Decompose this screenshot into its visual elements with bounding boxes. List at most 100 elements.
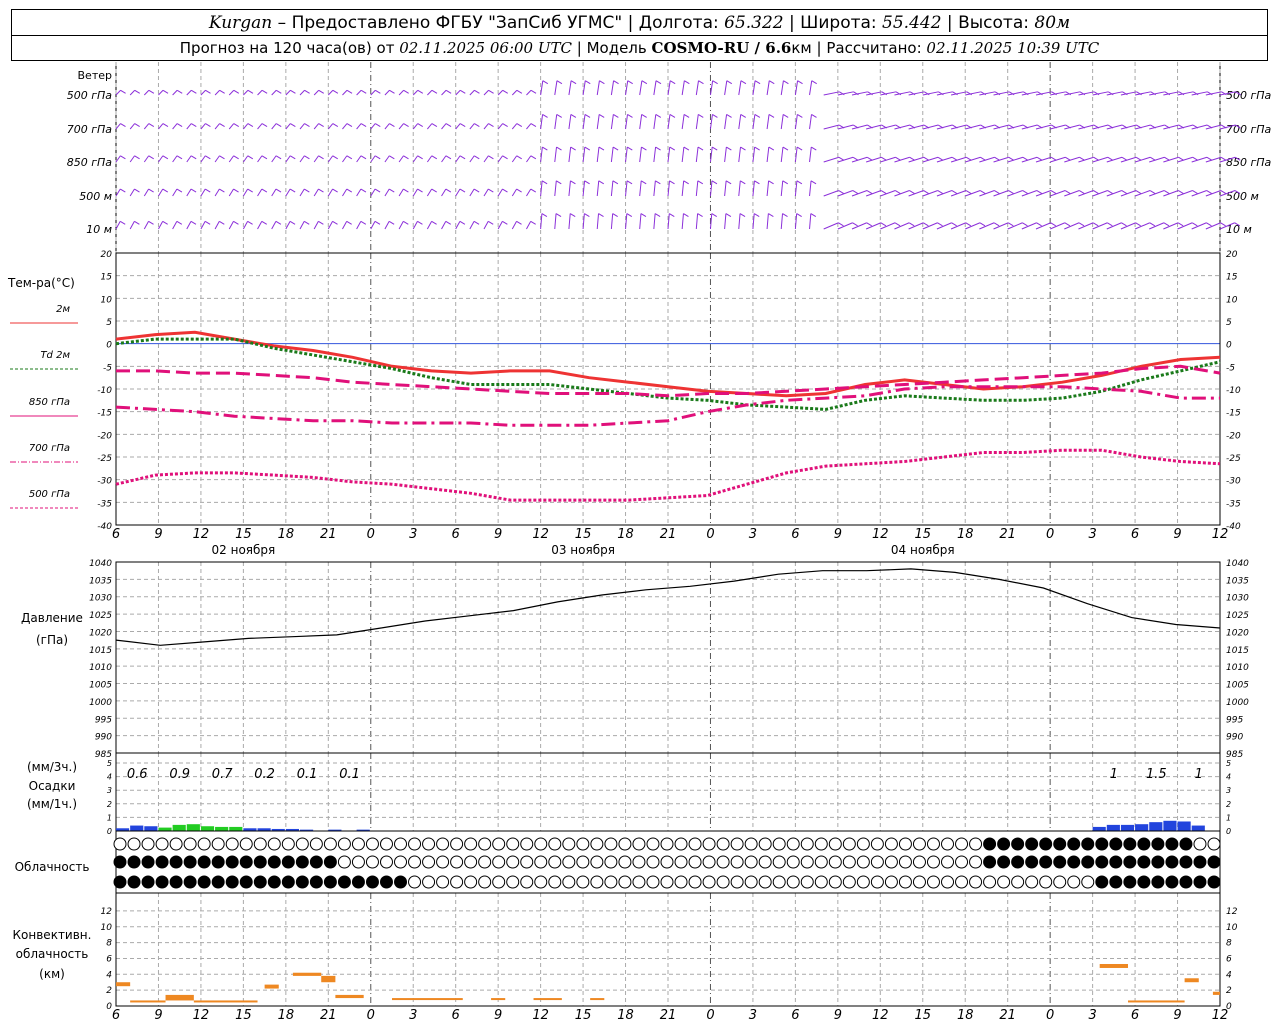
calc-time: 02.11.2025 10:39 UTC [926,39,1100,57]
wind-barb-feather [570,80,577,85]
wind-barb-feather [162,188,169,193]
wind-barb-feather [318,155,324,160]
conv-bar [335,994,364,999]
hour-tick-label: 12 [872,527,889,542]
wind-barb-feather [389,155,395,160]
wind-barb-feather [120,123,126,127]
wind-barb-feather [1008,156,1015,161]
wind-barb-feather [374,188,381,193]
cloud-symbol [309,855,323,869]
wind-barb-feather [1220,190,1227,194]
cloud-symbol [422,855,436,869]
prec-bar [229,826,243,831]
cloud-symbol [1081,855,1095,869]
wind-barb [186,123,192,130]
wind-barb-feather [1135,190,1142,194]
wind-barb-feather [487,220,494,225]
wind-barb-feather [304,188,310,193]
wind-barb [1050,91,1066,96]
wind-barb-feather [669,146,675,151]
cloud-symbol [1095,855,1109,869]
wind-barb [809,180,812,197]
header-sep: | [622,13,639,33]
cloud-symbol [618,855,632,869]
temp-series-1 [115,337,1221,411]
wind-barb [1163,222,1179,230]
wind-barb [554,147,558,163]
wind-barb [1007,156,1024,163]
cloud-symbol [997,855,1011,869]
cloud-symbol [351,837,365,851]
prec-total-label: 0.1 [297,767,318,782]
conv-tick-label-right: 4 [1226,970,1232,980]
wind-barb-feather [1149,222,1156,227]
wind-barb-feather [1135,156,1142,161]
hour-tick-label: 21 [320,527,337,542]
wind-barb [1007,190,1023,197]
cloud-symbol [548,837,562,851]
wind-barb [979,156,995,163]
conv-bar [165,994,194,1001]
wind-barb-feather [176,220,183,225]
wind-barb [568,114,572,130]
wind-barb-feather [782,113,789,118]
wind-barb [1007,222,1023,230]
temp-tick-label-right: -15 [1226,409,1241,419]
cloud-symbol [1193,875,1207,889]
cloud-symbol [1151,837,1165,851]
wind-barb-feather [1192,156,1199,161]
wind-barb-feather [275,123,282,127]
wind-barb-feather [374,220,381,225]
cloud-symbol [197,855,211,869]
wind-barb-feather [530,89,537,94]
wind-barb [950,222,967,230]
cloud-symbol [1067,855,1081,869]
wind-barb-feather [811,113,817,118]
wind-barb [186,221,192,230]
wind-barb [1177,156,1193,163]
wind-barb [483,221,489,230]
wind-barb-feather [120,188,126,193]
cloud-symbol [814,875,828,889]
wind-barb-feather [375,123,381,127]
cloud-symbol [646,875,660,889]
wind-barb [894,124,911,130]
wind-barb-feather [951,156,958,161]
wind-barb [1007,124,1024,130]
cloud-symbol [702,837,716,851]
wind-barb-feather [318,188,324,193]
wind-barb-feather [556,180,562,185]
wind-barb [950,124,967,130]
cloud-symbol [127,875,141,889]
pres-unit: (гПа) [36,633,68,647]
wind-barb [809,213,812,230]
wind-barb [1021,156,1038,163]
wind-barb [143,123,150,130]
wind-barb [922,91,939,96]
cloud-symbol [730,855,744,869]
cloud-symbol [884,837,898,851]
wind-barb [1050,124,1066,130]
wind-barb-feather [1107,222,1113,227]
prec-bar [356,829,370,831]
cloud-symbol [492,875,506,889]
cloud-symbol [604,837,618,851]
wind-barb [780,180,784,197]
lon-label: Долгота: [638,13,725,33]
prec-tick-label-right: 5 [1226,759,1231,768]
wind-barb-feather [782,180,789,185]
wind-barb [681,180,685,197]
cloud-symbol [337,855,351,869]
wind-barb-feather [374,155,381,160]
conv-tick-label: 10 [101,923,113,933]
cloud-symbol [506,875,520,889]
cloud-symbol [1109,855,1123,869]
cloud-row [113,837,1221,851]
wind-barb-feather [1022,156,1029,161]
wind-barb [1064,91,1081,96]
cloud-symbol [926,855,940,869]
wind-level-label-right: 850 гПа [1226,156,1272,169]
wind-barb-feather [895,190,901,194]
wind-barb-feather [417,188,423,193]
wind-barb-feather [726,146,732,151]
